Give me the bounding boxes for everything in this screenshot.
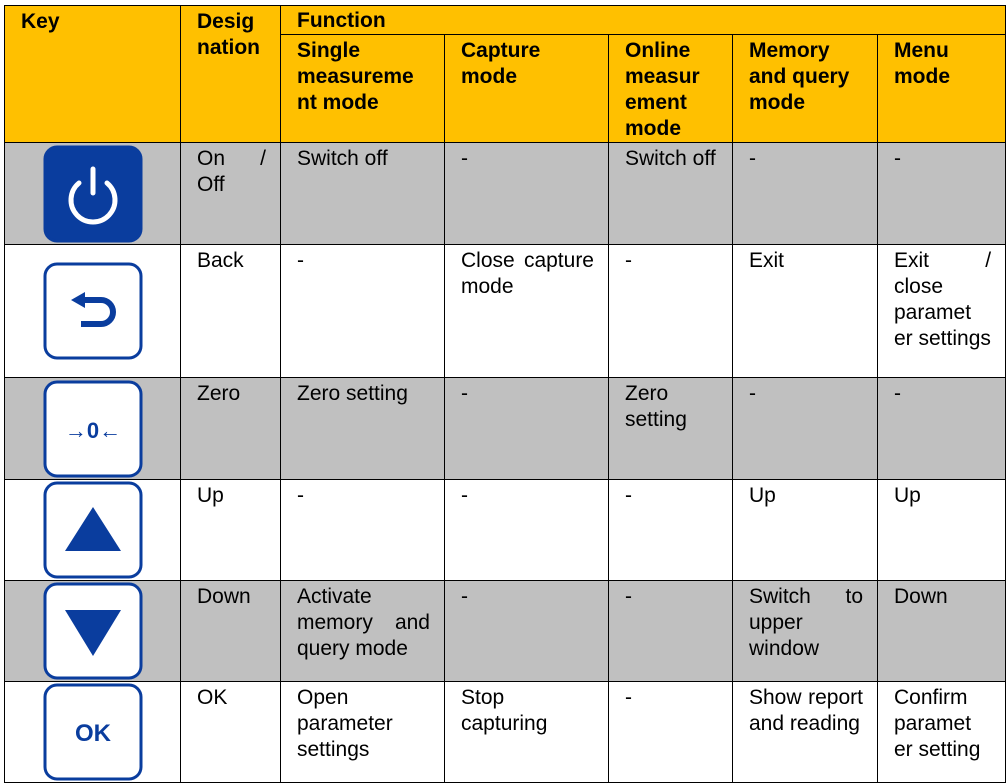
down-triangle-icon bbox=[43, 582, 142, 680]
header-designation: Desig nation bbox=[180, 5, 281, 143]
key-cell bbox=[4, 244, 181, 378]
function-cell-menu: Exit / close paramet er settings bbox=[876, 244, 1007, 378]
function-cell-capture: - bbox=[444, 377, 609, 480]
designation-cell: Down bbox=[180, 580, 281, 682]
table-row: →0← Zero Zero setting - Zero setting - - bbox=[4, 377, 1007, 480]
function-cell-online: Zero setting bbox=[608, 377, 733, 480]
designation-cell: Zero bbox=[180, 377, 281, 480]
function-cell-capture: - bbox=[444, 580, 609, 682]
header-mode-memory: Memory and query mode bbox=[732, 34, 878, 143]
function-cell-single: - bbox=[280, 479, 445, 581]
function-cell-online: - bbox=[608, 580, 733, 682]
zero-icon-label: →0← bbox=[64, 418, 120, 443]
designation-cell: OK bbox=[180, 681, 281, 783]
function-cell-memory: Up bbox=[732, 479, 878, 581]
function-cell-online: - bbox=[608, 681, 733, 783]
function-cell-menu: Up bbox=[876, 479, 1007, 581]
function-cell-capture: - bbox=[444, 479, 609, 581]
function-cell-capture: - bbox=[444, 142, 609, 245]
function-cell-single: Open parameter settings bbox=[280, 681, 445, 783]
function-cell-memory: - bbox=[732, 142, 878, 245]
designation-cell: Up bbox=[180, 479, 281, 581]
key-cell bbox=[4, 479, 181, 581]
function-cell-memory: Switch to upper window bbox=[732, 580, 878, 682]
header-mode-menu: Menu mode bbox=[876, 34, 1007, 143]
function-cell-capture: Stop capturing bbox=[444, 681, 609, 783]
function-cell-memory: Exit bbox=[732, 244, 878, 378]
function-cell-single: Switch off bbox=[280, 142, 445, 245]
table-row: On / Off Switch off - Switch off - - bbox=[4, 142, 1007, 245]
zero-icon: →0← bbox=[43, 380, 142, 477]
function-cell-menu: - bbox=[876, 377, 1007, 480]
header-mode-single: Single measureme nt mode bbox=[280, 34, 445, 143]
up-triangle-icon bbox=[43, 481, 142, 579]
function-cell-online: Switch off bbox=[608, 142, 733, 245]
function-cell-online: - bbox=[608, 244, 733, 378]
function-cell-single: - bbox=[280, 244, 445, 378]
key-function-table: Key Desig nation Function Single measure… bbox=[4, 5, 1007, 783]
function-cell-memory: Show report and reading bbox=[732, 681, 878, 783]
table-row: Down Activate memory and query mode - - Swit… bbox=[4, 580, 1007, 682]
function-cell-menu: Down bbox=[876, 580, 1007, 682]
function-cell-menu: - bbox=[876, 142, 1007, 245]
key-cell bbox=[4, 142, 181, 245]
table-row: OK OK Open parameter settings Stop capturin… bbox=[4, 681, 1007, 783]
key-cell: →0← bbox=[4, 377, 181, 480]
header-mode-online: Online measur ement mode bbox=[608, 34, 733, 143]
power-icon bbox=[43, 145, 142, 242]
back-arrow-icon bbox=[43, 262, 142, 360]
header-key: Key bbox=[4, 5, 181, 143]
function-cell-single: Activate memory and query mode bbox=[280, 580, 445, 682]
function-cell-capture: Close capture mode bbox=[444, 244, 609, 378]
key-cell: OK bbox=[4, 681, 181, 783]
designation-cell: On / Off bbox=[180, 142, 281, 245]
header-mode-capture: Capture mode bbox=[444, 34, 609, 143]
function-cell-menu: Confirm paramet er setting bbox=[876, 681, 1007, 783]
ok-icon-label: OK bbox=[75, 720, 112, 747]
function-cell-memory: - bbox=[732, 377, 878, 480]
key-cell bbox=[4, 580, 181, 682]
ok-icon: OK bbox=[43, 683, 142, 781]
table-row: Back - Close capture mode - Exit Exit / close… bbox=[4, 244, 1007, 378]
table-row: Up - - - Up Up bbox=[4, 479, 1007, 581]
designation-cell: Back bbox=[180, 244, 281, 378]
header-function: Function bbox=[279, 5, 1007, 35]
function-cell-single: Zero setting bbox=[280, 377, 445, 480]
function-cell-online: - bbox=[608, 479, 733, 581]
